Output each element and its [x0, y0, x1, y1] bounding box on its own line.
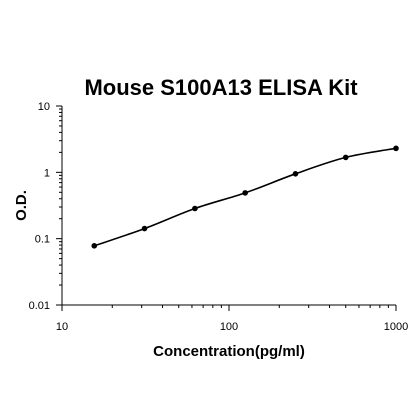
tick-marks [56, 105, 397, 311]
x-tick-labels: 10 100 1000 [56, 321, 408, 333]
y-tick-label: 1 [44, 167, 50, 179]
data-point [393, 145, 399, 152]
data-point [91, 243, 98, 249]
data-point [192, 205, 198, 212]
data-point [292, 171, 299, 177]
x-tick-label: 1000 [384, 321, 408, 333]
y-axis-label: O.D. [13, 190, 30, 221]
y-tick-label: 10 [38, 101, 50, 113]
y-tick-label: 0.1 [35, 234, 50, 246]
y-tick-label: 0.01 [29, 300, 50, 312]
plot-area [91, 145, 399, 249]
y-tick-labels: 0.01 0.1 1 10 [29, 101, 50, 312]
x-tick-label: 100 [220, 321, 238, 333]
data-point [141, 225, 148, 232]
standard-curve-line [93, 147, 397, 247]
data-point [342, 154, 349, 161]
axes [61, 106, 396, 306]
x-tick-label: 10 [56, 321, 68, 333]
chart-title: Mouse S100A13 ELISA Kit [84, 75, 358, 100]
x-axis-label: Concentration(pg/ml) [153, 343, 305, 360]
data-point [242, 190, 248, 196]
